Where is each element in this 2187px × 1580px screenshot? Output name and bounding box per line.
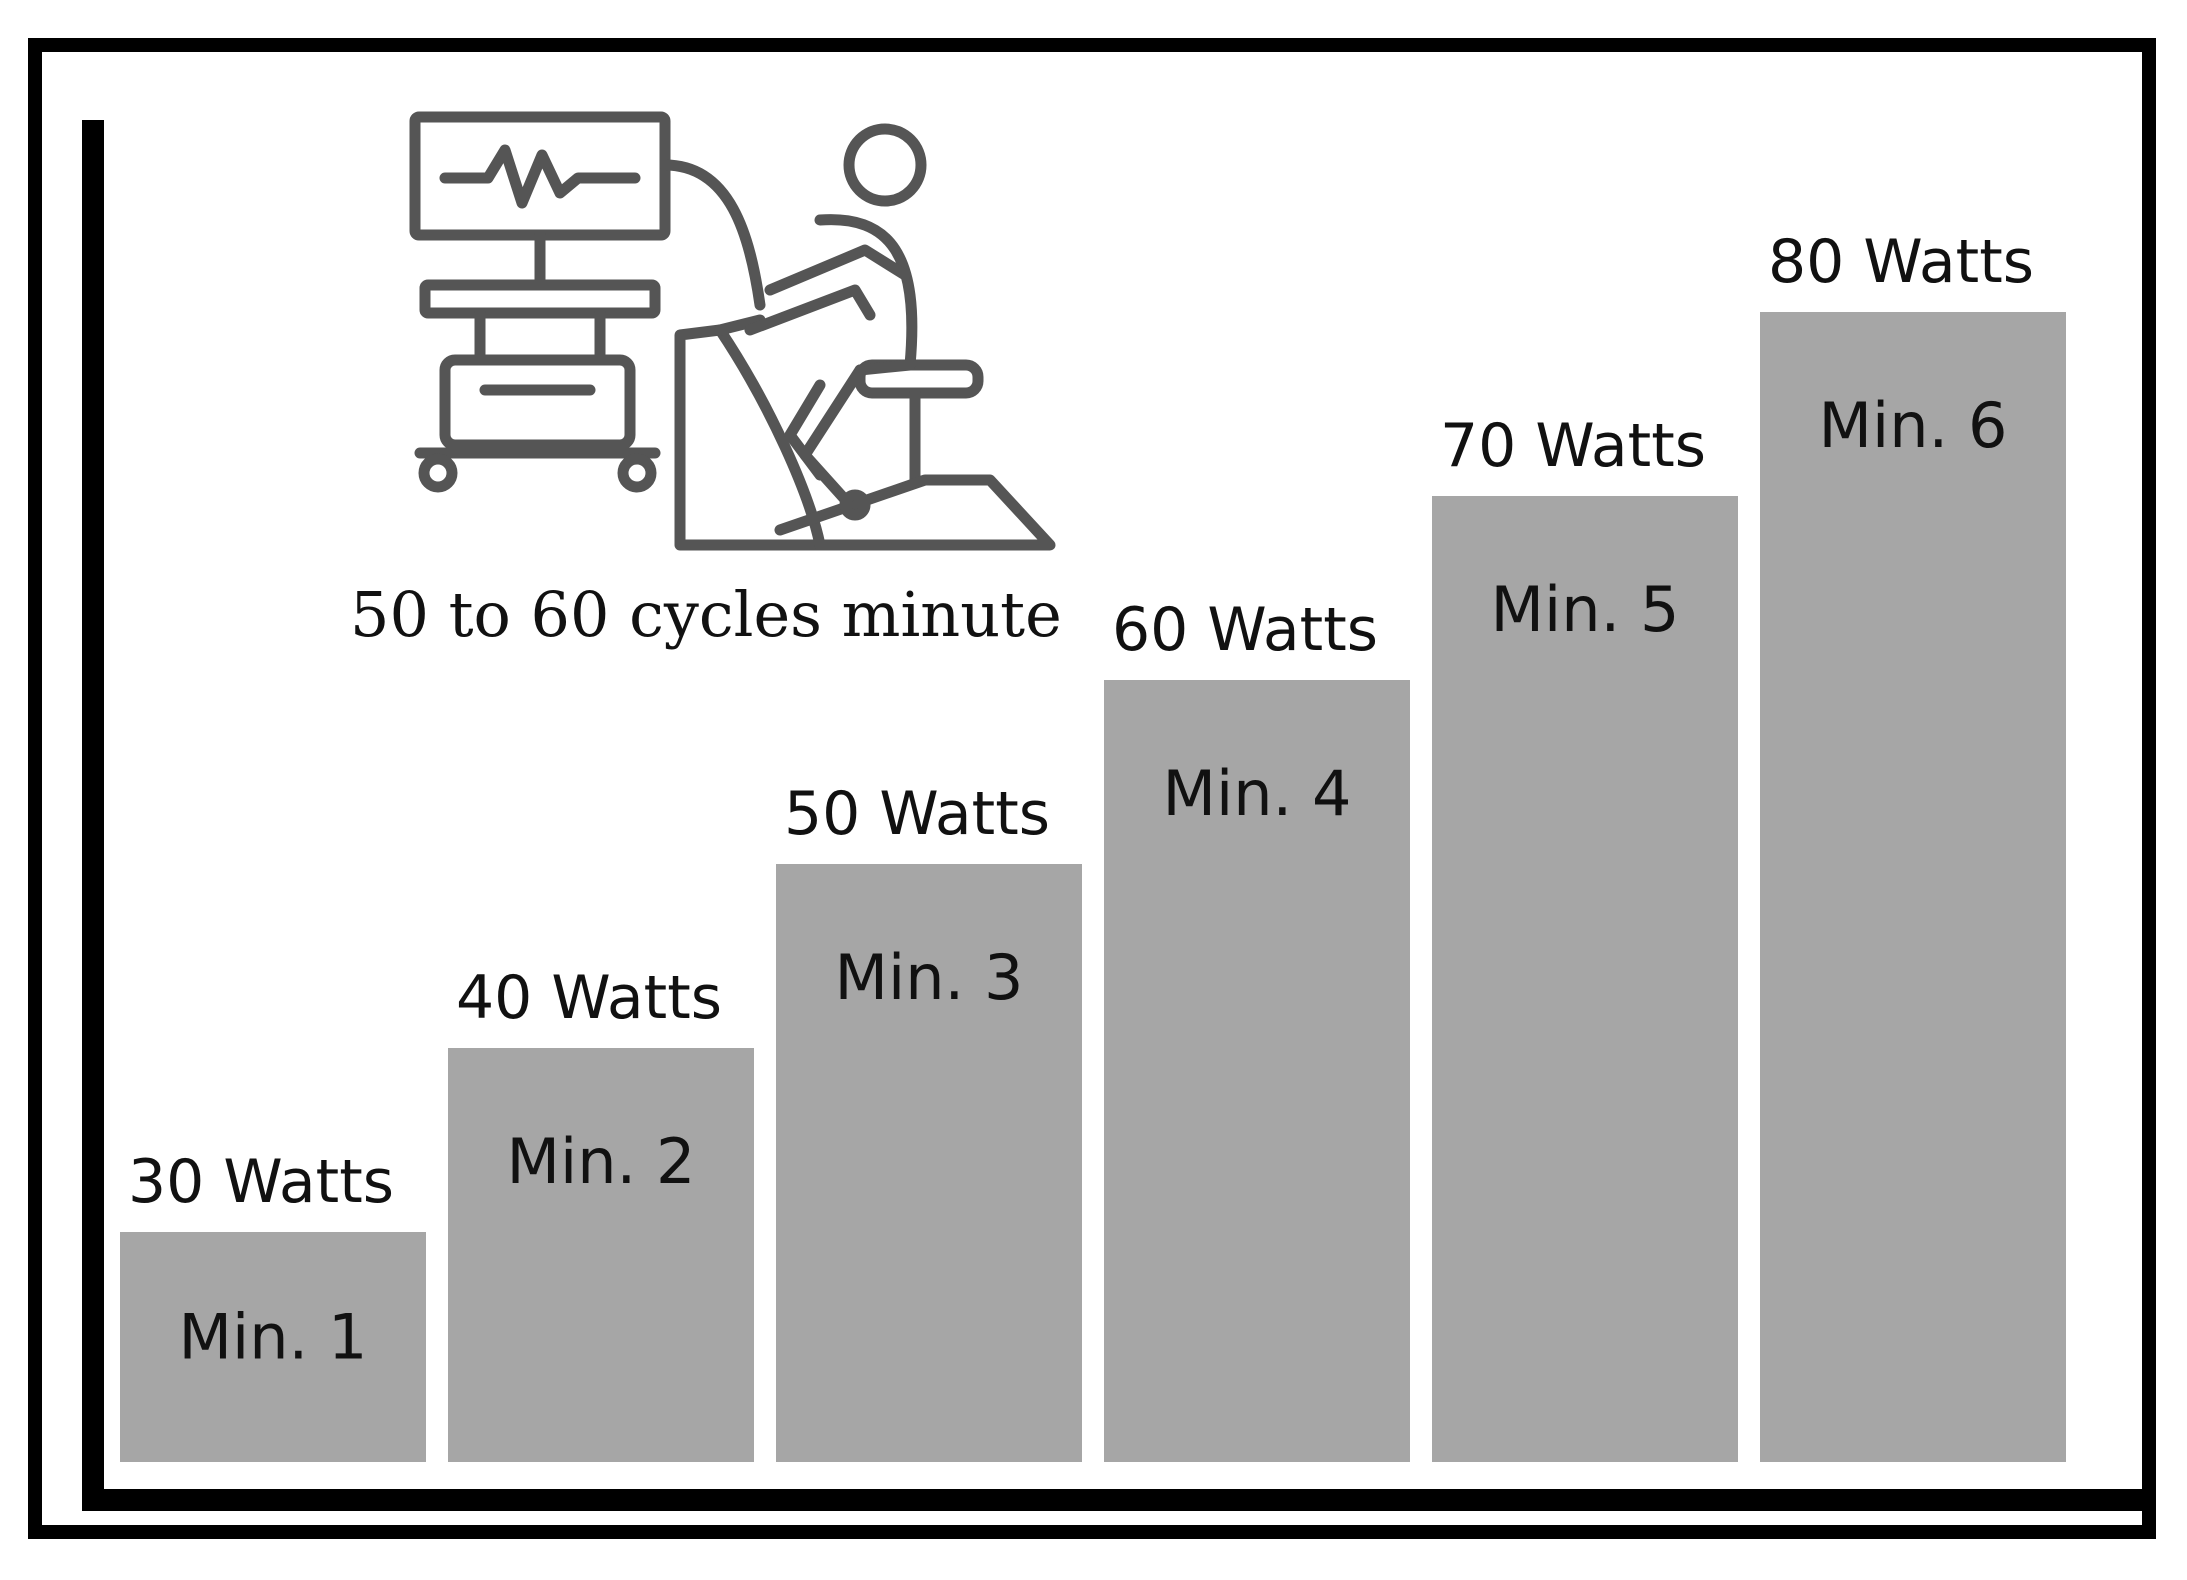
bar-4 — [1104, 680, 1410, 1462]
bar-category-label: Min. 4 — [1163, 757, 1352, 830]
bar-value-label: 60 Watts — [1112, 595, 1378, 665]
bar-value-label: 50 Watts — [784, 779, 1050, 849]
cadence-label: 50 to 60 cycles minute — [350, 578, 1062, 651]
bar-category-label: Min. 1 — [179, 1301, 368, 1374]
y-axis-line — [82, 120, 104, 1511]
bar-value-label: 40 Watts — [456, 963, 722, 1033]
bar-6 — [1760, 312, 2066, 1462]
bar-value-label: 30 Watts — [128, 1147, 394, 1217]
bar-value-label: 70 Watts — [1440, 411, 1706, 481]
bar-3 — [776, 864, 1082, 1462]
bar-2 — [448, 1048, 754, 1462]
bar-5 — [1432, 496, 1738, 1462]
ecg-monitor-and-exercise-bike-icon — [409, 111, 1056, 551]
outer-frame — [28, 38, 2156, 1539]
bar-category-label: Min. 3 — [835, 941, 1024, 1014]
bar-category-label: Min. 6 — [1819, 389, 2008, 462]
bar-category-label: Min. 5 — [1491, 573, 1680, 646]
bar-category-label: Min. 2 — [507, 1125, 696, 1198]
bar-1 — [120, 1232, 426, 1462]
x-axis-line — [82, 1489, 2156, 1511]
bar-value-label: 80 Watts — [1768, 227, 2034, 297]
